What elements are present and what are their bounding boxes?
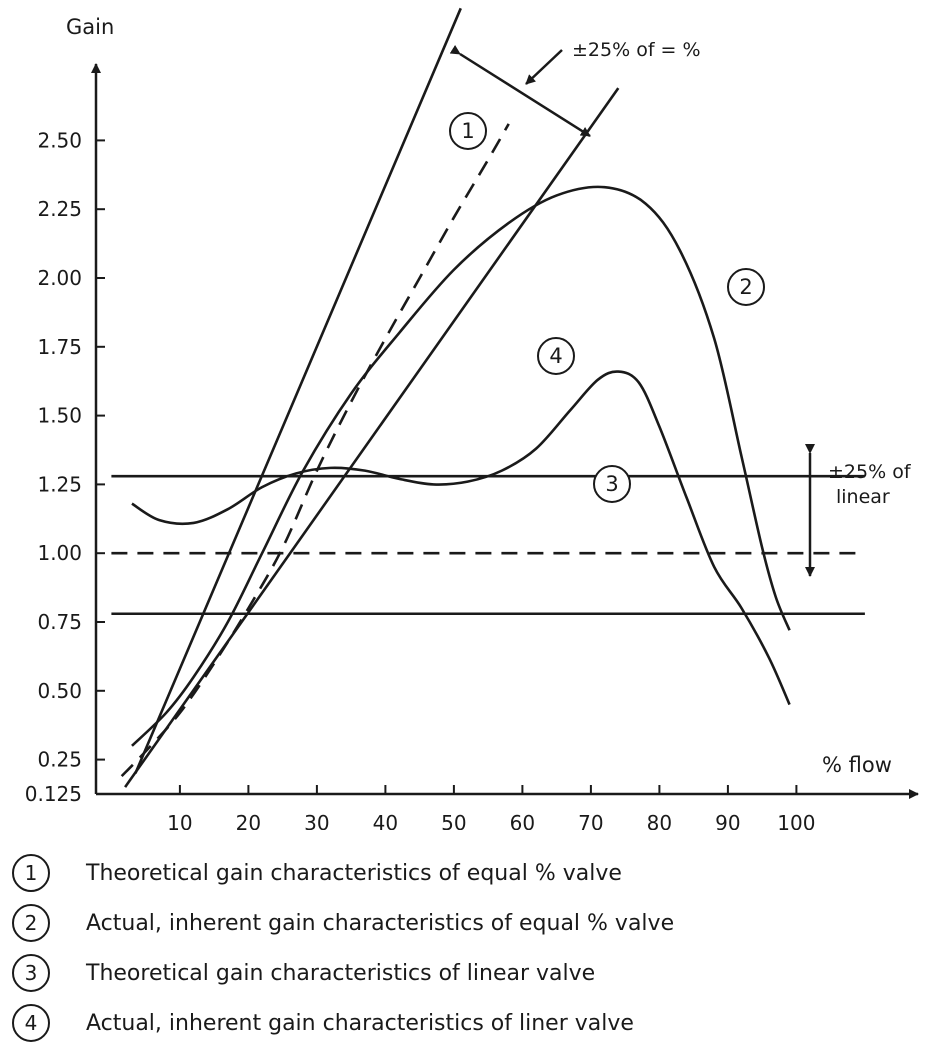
legend: 1 Theoretical gain characteristics of eq…	[12, 848, 932, 1048]
legend-item-3: 3 Theoretical gain characteristics of li…	[12, 948, 932, 998]
curve-marker-4: 4	[537, 337, 575, 375]
x-axis-title: % flow	[822, 753, 892, 777]
curve-marker-2-label: 2	[739, 275, 752, 299]
legend-item-2: 2 Actual, inherent gain characteristics …	[12, 898, 932, 948]
curve-marker-3: 3	[593, 465, 631, 503]
x-tick-label: 50	[441, 811, 466, 830]
legend-number-badge: 3	[12, 954, 50, 992]
curve-marker-4-label: 4	[549, 344, 562, 368]
eq-band-annotation: ±25% of = %	[572, 39, 701, 61]
y-tick-label: 1.25	[37, 472, 82, 496]
x-tick-label: 80	[647, 811, 672, 830]
series-eq-upper	[134, 7, 462, 774]
y-tick-label: 0.125	[25, 782, 82, 806]
curve-marker-3-label: 3	[605, 472, 618, 496]
legend-number-badge: 2	[12, 904, 50, 942]
linear-band-annotation-line2: linear	[836, 486, 890, 508]
y-tick-label: 0.25	[37, 748, 82, 772]
y-tick-label: 2.50	[37, 128, 82, 152]
series-layer	[111, 7, 865, 788]
x-tick-label: 100	[777, 811, 815, 830]
series-eq-actual	[131, 185, 791, 747]
y-axis-title: Gain	[66, 15, 114, 39]
x-tick-label: 90	[715, 811, 740, 830]
tick-layer: 0.125 0.25 0.50 0.75 1.00 1.25 1.50 1.75 2.00 2.2…	[25, 128, 816, 830]
gain-chart: 0.125 0.25 0.50 0.75 1.00 1.25 1.50 1.75 2.00 2.2…	[25, 7, 919, 830]
legend-number-badge: 1	[12, 854, 50, 892]
x-tick-label: 20	[236, 811, 261, 830]
legend-item-4: 4 Actual, inherent gain characteristics …	[12, 998, 932, 1048]
legend-item-1: 1 Theoretical gain characteristics of eq…	[12, 848, 932, 898]
y-tick-label: 2.25	[37, 197, 82, 221]
y-tick-label: 1.50	[37, 404, 82, 428]
curve-marker-1-label: 1	[461, 119, 474, 143]
y-tick-label: 1.00	[37, 541, 82, 565]
y-tick-label: 0.75	[37, 610, 82, 634]
legend-text: Actual, inherent gain characteristics of…	[86, 910, 675, 936]
legend-text: Theoretical gain characteristics of line…	[86, 960, 596, 986]
legend-text: Theoretical gain characteristics of equa…	[86, 860, 622, 886]
linear-band-annotation-line1: ±25% of	[828, 461, 912, 483]
x-tick-label: 30	[304, 811, 329, 830]
curve-marker-2: 2	[727, 268, 765, 306]
x-tick-label: 10	[167, 811, 192, 830]
y-tick-label: 0.50	[37, 679, 82, 703]
y-tick-label: 2.00	[37, 266, 82, 290]
x-tick-label: 70	[578, 811, 603, 830]
x-tick-label: 60	[510, 811, 535, 830]
series-eq-theoretical	[120, 123, 510, 778]
x-tick-label: 40	[373, 811, 398, 830]
series-linear-actual	[131, 370, 791, 706]
series-eq-lower	[124, 87, 620, 788]
y-tick-label: 1.75	[37, 335, 82, 359]
axis-layer	[91, 63, 919, 799]
curve-marker-1: 1	[449, 112, 487, 150]
eq-band-pointer-arrow	[525, 49, 563, 85]
eq-band-span-arrow	[449, 44, 591, 138]
legend-number-badge: 4	[12, 1004, 50, 1042]
legend-text: Actual, inherent gain characteristics of…	[86, 1010, 634, 1036]
